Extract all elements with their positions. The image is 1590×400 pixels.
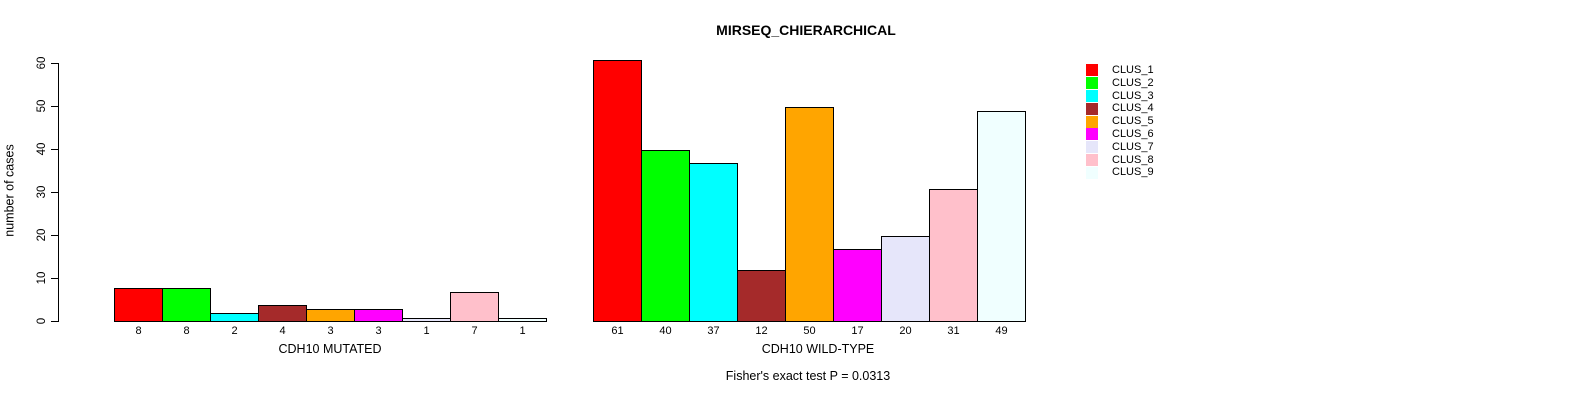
y-axis-tick-label: 40 (36, 142, 48, 156)
bar-value-label: 50 (803, 325, 816, 337)
legend-item-label: CLUS_3 (1112, 89, 1154, 102)
y-axis-tick-label: 20 (36, 228, 48, 242)
bar-value-label: 3 (375, 325, 382, 337)
footnote: Fisher's exact test P = 0.0313 (725, 369, 891, 383)
bar-CLUS_9 (498, 317, 547, 322)
bar-CLUS_1 (593, 59, 642, 322)
bar-value-label: 61 (611, 325, 624, 337)
legend-item: CLUS_4 (1086, 102, 1154, 115)
bar-value-label: 37 (707, 325, 720, 337)
bar-value-label: 3 (327, 325, 334, 337)
y-axis-title: number of cases (2, 144, 17, 237)
bar-CLUS_3 (689, 162, 738, 322)
y-axis-tick-label: 60 (36, 56, 48, 70)
bar-value-label: 12 (755, 325, 768, 337)
bar-value-label: 20 (899, 325, 912, 337)
y-axis-tick (51, 149, 58, 150)
legend-swatch-icon (1086, 89, 1098, 102)
y-axis-tick-label: 0 (36, 317, 48, 325)
legend-item-label: CLUS_5 (1112, 115, 1154, 128)
legend-item: CLUS_5 (1086, 115, 1154, 128)
bar-CLUS_9 (977, 111, 1026, 322)
bar-CLUS_5 (785, 107, 834, 322)
y-axis-tick-label: 50 (36, 99, 48, 113)
y-axis-tick (51, 63, 58, 64)
bar-CLUS_8 (450, 291, 499, 322)
y-axis-tick (51, 106, 58, 107)
bar-CLUS_4 (737, 270, 786, 322)
bar-value-label: 7 (471, 325, 478, 337)
bar-value-label: 8 (135, 325, 142, 337)
bar-CLUS_6 (833, 248, 882, 322)
bar-CLUS_6 (354, 309, 403, 322)
y-axis-tick (51, 321, 58, 322)
y-axis-tick-label: 30 (36, 185, 48, 199)
legend: CLUS_1 CLUS_2 CLUS_3 CLUS_4 CLUS_5 CLUS_6 CLUS… (1086, 64, 1154, 179)
legend-item-label: CLUS_7 (1112, 140, 1154, 153)
legend-swatch-icon (1086, 141, 1098, 154)
y-axis-tick (51, 278, 58, 279)
x-axis-group-label: CDH10 WILD-TYPE (761, 342, 875, 356)
legend-item-label: CLUS_2 (1112, 76, 1154, 89)
y-axis-tick (51, 235, 58, 236)
legend-swatch-icon (1086, 115, 1098, 128)
legend-item: CLUS_6 (1086, 128, 1154, 141)
legend-swatch-icon (1086, 77, 1098, 90)
bar-CLUS_8 (929, 188, 978, 322)
bar-value-label: 17 (851, 325, 864, 337)
bar-CLUS_3 (210, 313, 259, 322)
bar-CLUS_7 (402, 317, 451, 322)
bar-CLUS_4 (258, 304, 307, 322)
legend-swatch-icon (1086, 128, 1098, 141)
legend-item: CLUS_3 (1086, 90, 1154, 103)
bar-value-label: 2 (231, 325, 238, 337)
legend-item: CLUS_8 (1086, 154, 1154, 167)
legend-item-label: CLUS_6 (1112, 127, 1154, 140)
legend-swatch-icon (1086, 153, 1098, 166)
bar-value-label: 31 (947, 325, 960, 337)
bar-value-label: 8 (183, 325, 190, 337)
y-axis-line (58, 63, 59, 322)
legend-item-label: CLUS_9 (1112, 166, 1154, 179)
bar-value-label: 1 (423, 325, 430, 337)
legend-swatch-icon (1086, 64, 1098, 77)
legend-swatch-icon (1086, 102, 1098, 115)
bar-CLUS_1 (114, 287, 163, 322)
bar-CLUS_7 (881, 236, 930, 322)
legend-item-label: CLUS_8 (1112, 153, 1154, 166)
legend-swatch-icon (1086, 166, 1098, 179)
chart-title: MIRSEQ_CHIERARCHICAL (716, 22, 896, 38)
bar-CLUS_2 (162, 287, 211, 322)
legend-item: CLUS_2 (1086, 77, 1154, 90)
bar-value-label: 49 (995, 325, 1008, 337)
bar-CLUS_2 (641, 150, 690, 322)
bar-CLUS_5 (306, 309, 355, 322)
bar-value-label: 40 (659, 325, 672, 337)
legend-item: CLUS_1 (1086, 64, 1154, 77)
legend-item: CLUS_9 (1086, 166, 1154, 179)
legend-item-label: CLUS_1 (1112, 64, 1154, 76)
y-axis-tick-label: 10 (36, 271, 48, 285)
x-axis-group-label: CDH10 MUTATED (278, 342, 382, 356)
legend-item: CLUS_7 (1086, 141, 1154, 154)
bar-value-label: 1 (519, 325, 526, 337)
y-axis-tick (51, 192, 58, 193)
bar-value-label: 4 (279, 325, 286, 337)
legend-item-label: CLUS_4 (1112, 102, 1154, 115)
